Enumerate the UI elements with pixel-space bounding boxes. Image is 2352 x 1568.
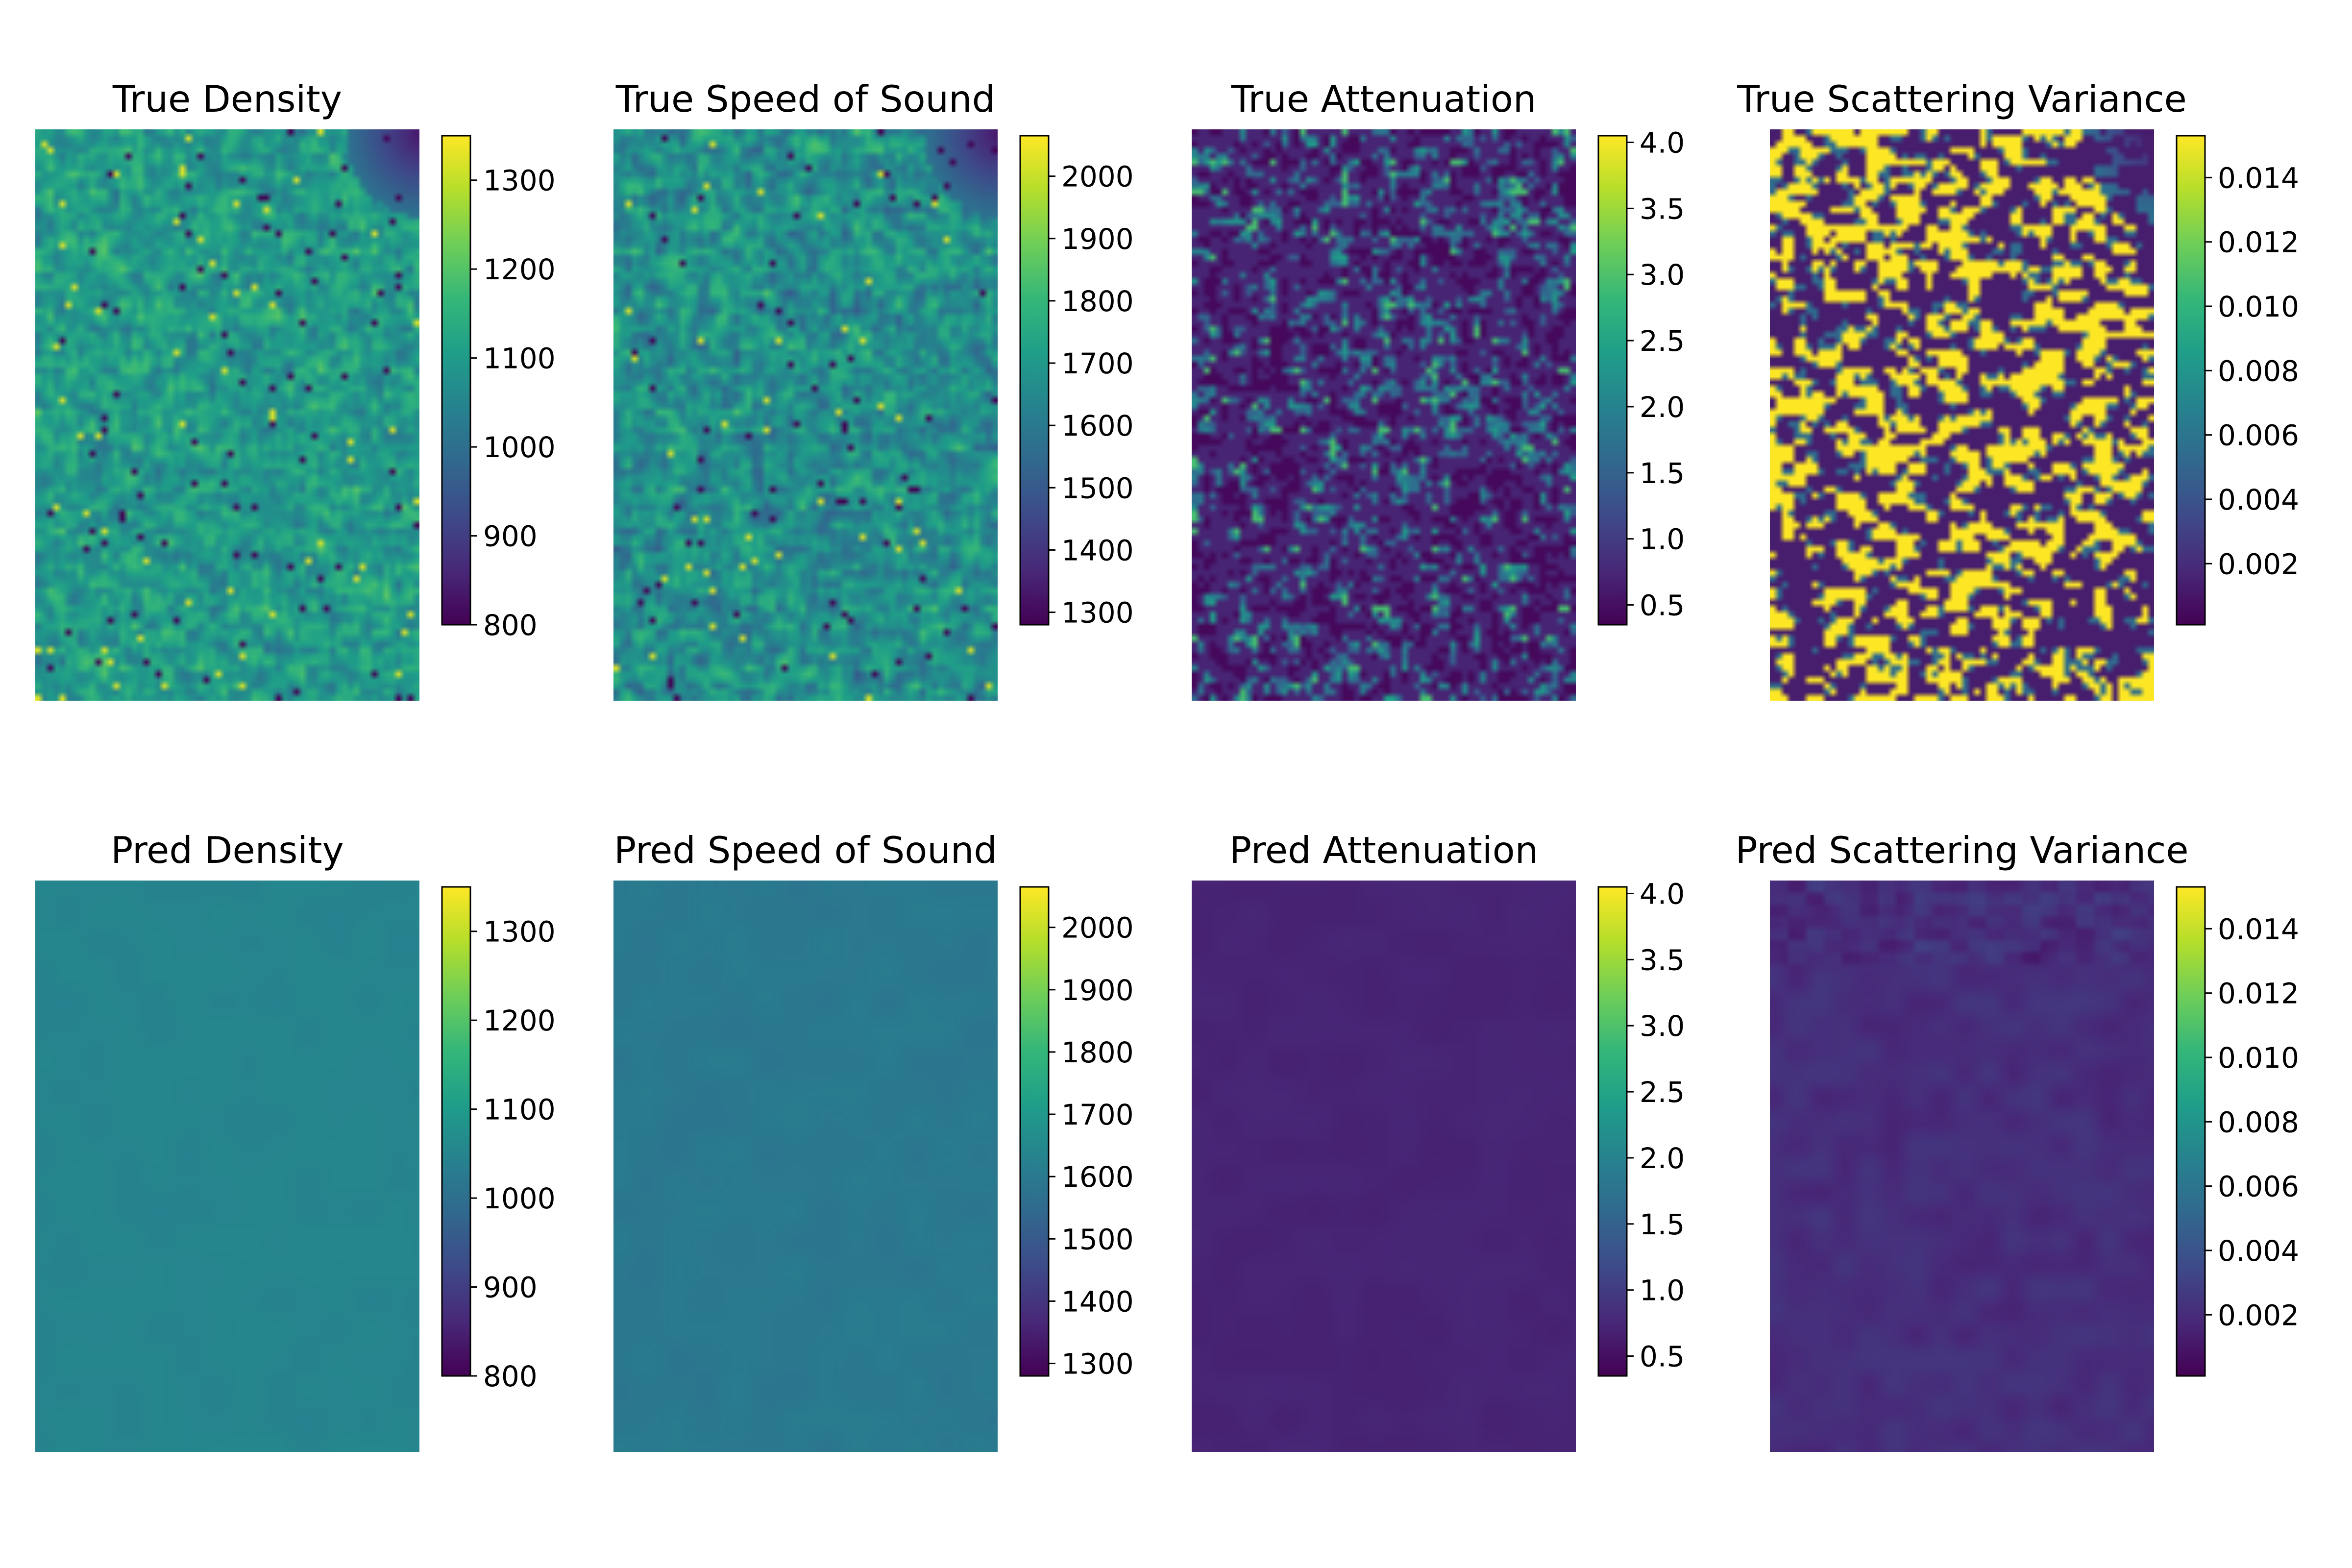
heatmap-pred-attenuation [1192, 881, 1576, 1452]
colorbar-pred-density [442, 887, 470, 1376]
colorbar-tick-label-pred-speed-of-sound: 1300 [1061, 1348, 1134, 1381]
colorbar-tick-label-true-speed-of-sound: 1600 [1061, 409, 1134, 442]
colorbar-tick-label-pred-density: 800 [483, 1360, 538, 1393]
panel-title-true-speed-of-sound: True Speed of Sound [615, 77, 995, 121]
colorbar-pred-scattering-variance [2177, 887, 2205, 1376]
colorbar-tick-label-true-attenuation: 0.5 [1640, 589, 1685, 622]
colorbar-tick-label-true-attenuation: 1.5 [1640, 457, 1685, 490]
colorbar-tick-label-true-speed-of-sound: 1400 [1061, 534, 1134, 567]
colorbar-tick-label-pred-scattering-variance: 0.012 [2218, 977, 2299, 1010]
colorbar-tick-label-pred-speed-of-sound: 2000 [1061, 911, 1134, 945]
heatmap-true-attenuation [1192, 129, 1576, 701]
colorbar-tick-label-true-attenuation: 2.5 [1640, 324, 1685, 358]
colorbar-tick-label-pred-speed-of-sound: 1600 [1061, 1160, 1134, 1194]
heatmap-true-speed-of-sound [613, 129, 998, 701]
colorbar-frame-pred-scattering-variance [2176, 886, 2206, 1377]
colorbar-tick-label-pred-attenuation: 0.5 [1640, 1340, 1685, 1373]
heatmap-true-scattering-variance [1770, 129, 2154, 701]
colorbar-tick-label-pred-attenuation: 3.0 [1640, 1009, 1685, 1043]
colorbar-tick-label-true-scattering-variance: 0.010 [2218, 290, 2299, 323]
colorbar-tick-label-pred-scattering-variance: 0.004 [2218, 1234, 2299, 1268]
colorbar-tick-label-true-scattering-variance: 0.004 [2218, 483, 2299, 516]
colorbar-tick-label-true-scattering-variance: 0.012 [2218, 226, 2299, 259]
heatmap-pred-scattering-variance [1770, 881, 2154, 1452]
colorbar-tick-label-true-density: 1200 [483, 253, 556, 286]
colorbar-frame-true-attenuation [1597, 135, 1628, 626]
colorbar-tick-label-pred-speed-of-sound: 1700 [1061, 1098, 1134, 1131]
colorbar-tick-label-pred-attenuation: 1.5 [1640, 1208, 1685, 1241]
colorbar-tick-label-pred-scattering-variance: 0.014 [2218, 912, 2299, 946]
panel-pred-density: Pred Density 800 900 1000 1100 1200 1300 [35, 829, 556, 1452]
colorbar-pred-attenuation [1598, 887, 1627, 1376]
panel-title-pred-speed-of-sound: Pred Speed of Sound [614, 829, 997, 872]
colorbar-frame-true-scattering-variance [2176, 135, 2206, 626]
colorbar-tick-label-true-scattering-variance: 0.014 [2218, 161, 2299, 195]
panel-true-density: True Density 800 900 1000 1100 1200 1300 [35, 77, 556, 701]
colorbar-tick-label-true-attenuation: 4.0 [1640, 126, 1685, 159]
panel-pred-speed-of-sound: Pred Speed of Sound 1300 1400 1500 1600 1700 1… [613, 829, 1134, 1452]
panel-true-speed-of-sound: True Speed of Sound 1300 1400 1500 1600 1700 1… [613, 77, 1134, 701]
colorbar-tick-label-pred-density: 1200 [483, 1004, 556, 1037]
colorbar-tick-label-pred-density: 1300 [483, 915, 556, 949]
colorbar-tick-label-pred-density: 1100 [483, 1093, 556, 1127]
colorbar-tick-label-pred-scattering-variance: 0.008 [2218, 1105, 2299, 1139]
colorbar-tick-label-true-density: 900 [483, 520, 538, 553]
heatmap-pred-speed-of-sound [613, 881, 998, 1452]
colorbar-true-speed-of-sound [1020, 136, 1049, 625]
colorbar-tick-label-pred-attenuation: 2.0 [1640, 1142, 1685, 1175]
colorbar-tick-label-true-attenuation: 3.5 [1640, 192, 1685, 225]
colorbar-true-scattering-variance [2177, 136, 2205, 625]
panel-true-scattering-variance: True Scattering Variance 0.002 0.004 0.006 0… [1737, 77, 2299, 701]
colorbar-frame-pred-attenuation [1597, 886, 1628, 1377]
colorbar-tick-label-true-speed-of-sound: 2000 [1061, 160, 1134, 194]
panel-pred-attenuation: Pred Attenuation 0.5 1.0 1.5 2.0 2.5 3.0 3.5 4.0 [1192, 829, 1685, 1452]
colorbar-tick-label-pred-scattering-variance: 0.010 [2218, 1041, 2299, 1075]
colorbar-tick-label-true-density: 1300 [483, 164, 556, 197]
colorbar-tick-label-pred-density: 1000 [483, 1182, 556, 1215]
panel-title-true-density: True Density [112, 77, 342, 121]
colorbar-tick-label-true-density: 1000 [483, 431, 556, 464]
colorbar-tick-label-true-attenuation: 1.0 [1640, 523, 1685, 556]
panel-title-true-scattering-variance: True Scattering Variance [1737, 77, 2187, 121]
colorbar-tick-label-true-speed-of-sound: 1500 [1061, 471, 1134, 505]
colorbar-tick-label-pred-scattering-variance: 0.006 [2218, 1170, 2299, 1203]
panel-pred-scattering-variance: Pred Scattering Variance 0.002 0.004 0.006 0… [1735, 829, 2299, 1452]
colorbar-true-density [442, 136, 470, 625]
panel-title-true-attenuation: True Attenuation [1231, 77, 1537, 121]
colorbar-tick-label-true-density: 1100 [483, 342, 556, 375]
colorbar-tick-label-pred-speed-of-sound: 1900 [1061, 974, 1134, 1007]
panel-title-pred-density: Pred Density [111, 829, 344, 872]
colorbar-tick-label-true-speed-of-sound: 1300 [1061, 596, 1134, 630]
colorbar-true-attenuation [1598, 136, 1627, 625]
colorbar-tick-label-pred-density: 900 [483, 1271, 538, 1304]
colorbar-tick-label-pred-speed-of-sound: 1500 [1061, 1223, 1134, 1256]
colorbar-tick-label-pred-attenuation: 3.5 [1640, 943, 1685, 977]
colorbar-frame-pred-speed-of-sound [1019, 886, 1050, 1377]
colorbar-tick-label-true-speed-of-sound: 1900 [1061, 222, 1134, 256]
colorbar-tick-label-pred-attenuation: 1.0 [1640, 1274, 1685, 1307]
colorbar-tick-label-true-scattering-variance: 0.006 [2218, 419, 2299, 452]
colorbar-frame-pred-density [441, 886, 471, 1377]
colorbar-tick-label-true-scattering-variance: 0.002 [2218, 547, 2299, 581]
colorbar-tick-label-pred-attenuation: 2.5 [1640, 1076, 1685, 1109]
colorbar-tick-label-true-speed-of-sound: 1700 [1061, 347, 1134, 380]
heatmap-true-density [35, 129, 419, 701]
panel-true-attenuation: True Attenuation 0.5 1.0 1.5 2.0 2.5 3.0 3.5 4.0 [1192, 77, 1685, 701]
colorbar-tick-label-true-speed-of-sound: 1800 [1061, 285, 1134, 318]
heatmap-pred-density [35, 881, 419, 1452]
panel-title-pred-scattering-variance: Pred Scattering Variance [1735, 829, 2188, 872]
colorbar-frame-true-speed-of-sound [1019, 135, 1050, 626]
panel-title-pred-attenuation: Pred Attenuation [1229, 829, 1538, 872]
colorbar-pred-speed-of-sound [1020, 887, 1049, 1376]
colorbar-frame-true-density [441, 135, 471, 626]
colorbar-tick-label-true-density: 800 [483, 609, 538, 642]
colorbar-tick-label-pred-speed-of-sound: 1400 [1061, 1285, 1134, 1318]
colorbar-tick-label-pred-scattering-variance: 0.002 [2218, 1298, 2299, 1332]
colorbar-tick-label-pred-attenuation: 4.0 [1640, 877, 1685, 910]
colorbar-tick-label-pred-speed-of-sound: 1800 [1061, 1036, 1134, 1069]
colorbar-tick-label-true-scattering-variance: 0.008 [2218, 354, 2299, 388]
colorbar-tick-label-true-attenuation: 2.0 [1640, 391, 1685, 424]
colorbar-tick-label-true-attenuation: 3.0 [1640, 258, 1685, 292]
